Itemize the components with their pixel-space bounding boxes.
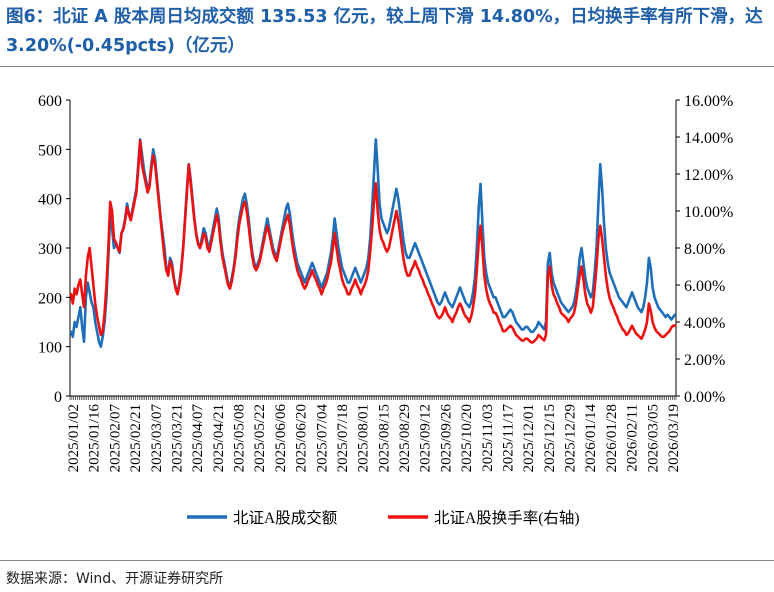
left-tick-label: 500 — [38, 142, 62, 159]
right-tick-label: 4.00% — [684, 315, 725, 332]
left-tick-label: 100 — [38, 340, 62, 357]
x-tick-label: 2025/05/08 — [232, 404, 248, 472]
left-tick-label: 0 — [54, 389, 62, 406]
x-tick-label: 2025/10/20 — [459, 404, 475, 472]
x-tick-label: 2025/03/21 — [169, 404, 185, 472]
x-tick-label: 2026/02/11 — [625, 404, 641, 472]
right-tick-label: 10.00% — [684, 204, 733, 221]
right-tick-label: 2.00% — [684, 352, 725, 369]
x-tick-label: 2025/06/20 — [294, 404, 310, 472]
legend-label: 北证A股成交额 — [233, 509, 338, 527]
x-tick-label: 2025/08/01 — [356, 404, 372, 472]
x-tick-label: 2025/09/26 — [438, 404, 454, 473]
series-line-turnover — [69, 138, 677, 348]
x-tick-label: 2025/04/21 — [211, 404, 227, 472]
x-tick-label: 2025/12/01 — [521, 404, 537, 472]
source-note: 数据来源：Wind、开源证券研究所 — [6, 571, 224, 587]
right-tick-label: 0.00% — [684, 389, 725, 406]
chart-title: 图6：北证 A 股本周日均成交额 135.53 亿元，较上周下滑 14.80%，… — [6, 7, 763, 56]
x-tick-label: 2025/02/21 — [128, 404, 144, 472]
x-tick-label: 2025/01/02 — [66, 404, 82, 472]
x-tick-label: 2026/03/05 — [645, 404, 661, 472]
right-tick-label: 12.00% — [684, 167, 733, 184]
x-tick-label: 2025/02/07 — [107, 404, 123, 473]
legend-item-turnover-rate: 北证A股换手率(右轴) — [388, 509, 580, 527]
x-tick-label: 2025/07/04 — [314, 404, 330, 473]
x-tick-label: 2026/01/14 — [583, 404, 599, 473]
x-tick-label: 2026/03/19 — [666, 404, 682, 472]
x-tick-label: 2025/06/06 — [273, 404, 289, 473]
x-tick-label: 2025/09/12 — [418, 404, 434, 472]
x-tick-label: 2025/12/29 — [563, 404, 579, 472]
source-divider — [0, 560, 774, 561]
legend-item-turnover: 北证A股成交额 — [187, 509, 338, 527]
x-tick-label: 2025/07/18 — [335, 404, 351, 472]
left-tick-label: 400 — [38, 192, 62, 209]
right-tick-label: 6.00% — [684, 278, 725, 295]
x-tick-label: 2025/04/07 — [190, 404, 206, 473]
legend-label: 北证A股换手率(右轴) — [434, 509, 580, 527]
x-tick-label: 2026/01/28 — [604, 404, 620, 472]
right-tick-label: 14.00% — [684, 130, 733, 147]
x-tick-label: 2025/01/16 — [87, 404, 103, 473]
left-tick-label: 200 — [38, 290, 62, 307]
right-tick-label: 8.00% — [684, 241, 725, 258]
x-tick-label: 2025/11/17 — [500, 404, 516, 472]
left-tick-label: 600 — [38, 93, 62, 110]
left-tick-label: 300 — [38, 241, 62, 258]
x-tick-label: 2025/12/15 — [542, 404, 558, 472]
x-tick-label: 2025/05/22 — [252, 404, 268, 472]
right-tick-label: 16.00% — [684, 93, 733, 110]
x-tick-label: 2025/03/07 — [149, 404, 165, 473]
title-divider — [0, 66, 774, 67]
x-tick-label: 2025/08/29 — [397, 404, 413, 472]
x-tick-label: 2025/08/15 — [376, 404, 392, 472]
series-line-turnover-rate — [69, 139, 677, 344]
x-tick-label: 2025/11/03 — [480, 404, 496, 472]
chart: 0 100 200 300 400 500 600 0.00% 2.00% 4.00% 6.00% 8… — [38, 93, 733, 527]
